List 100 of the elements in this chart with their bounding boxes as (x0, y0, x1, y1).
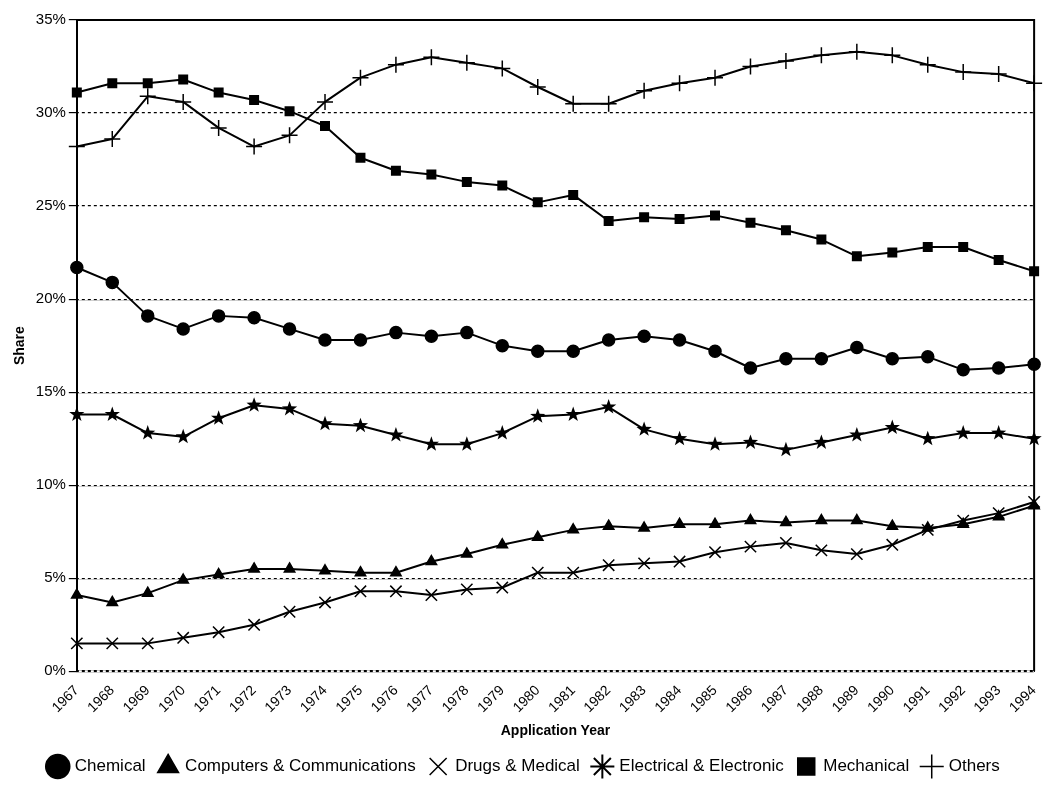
point (354, 584, 367, 598)
point (921, 523, 935, 537)
point (850, 513, 863, 525)
point (778, 441, 794, 457)
point (886, 519, 899, 530)
point (779, 351, 793, 366)
point (567, 523, 580, 534)
point (140, 309, 155, 323)
point (638, 521, 651, 532)
point (673, 517, 686, 529)
y-axis-title: Share (11, 325, 28, 366)
point (849, 426, 865, 442)
point (138, 87, 157, 106)
point (639, 212, 650, 223)
point (426, 169, 437, 180)
point (815, 513, 828, 525)
point (461, 176, 472, 187)
point (741, 57, 760, 76)
point (142, 78, 153, 89)
point (425, 554, 438, 566)
point (816, 234, 827, 245)
legend-label: Electrical & Electronic (619, 756, 785, 776)
point (991, 425, 1007, 440)
point (601, 333, 616, 347)
point (70, 260, 84, 275)
point (245, 137, 263, 156)
point (1027, 357, 1041, 372)
point (779, 536, 793, 550)
point (493, 59, 512, 78)
y-tick-label: 0% (44, 661, 66, 679)
point (352, 417, 369, 433)
point (885, 538, 899, 552)
point (601, 399, 617, 414)
point (459, 436, 475, 451)
point (850, 547, 864, 561)
point (212, 625, 226, 639)
point (320, 121, 330, 132)
point (283, 605, 296, 619)
point (280, 126, 299, 145)
point (246, 397, 262, 412)
point (635, 81, 653, 100)
point (71, 87, 82, 98)
point (351, 68, 370, 87)
point (814, 543, 828, 557)
point (389, 584, 403, 598)
point (566, 344, 580, 358)
point (494, 425, 510, 440)
point (141, 636, 155, 650)
point (389, 325, 403, 340)
point (851, 251, 862, 262)
legend-label: Mechanical (823, 756, 910, 776)
point (920, 430, 936, 446)
point (599, 94, 618, 113)
point (921, 350, 935, 364)
point (956, 363, 970, 377)
point (316, 93, 334, 111)
point (318, 333, 332, 347)
point (708, 545, 722, 559)
point (282, 322, 297, 336)
point (388, 426, 404, 442)
point (105, 636, 119, 650)
point (354, 565, 367, 577)
point (568, 189, 579, 200)
point (104, 406, 120, 421)
point (813, 434, 829, 449)
point (248, 562, 261, 573)
point (140, 425, 156, 440)
point (744, 513, 757, 525)
legend-label: Others (948, 756, 1000, 776)
point (247, 618, 261, 632)
point (708, 344, 722, 358)
point (497, 180, 508, 191)
point (460, 325, 474, 340)
point (884, 419, 900, 434)
point (176, 322, 190, 336)
point (319, 564, 331, 575)
point (602, 519, 615, 530)
point (424, 588, 438, 602)
point (636, 421, 652, 436)
point (743, 361, 758, 375)
point (176, 631, 190, 645)
point (993, 255, 1004, 266)
point (744, 540, 757, 554)
point (922, 242, 933, 253)
point (424, 329, 439, 344)
point (706, 68, 724, 87)
point (209, 119, 228, 137)
point (212, 567, 225, 579)
point (958, 242, 969, 253)
y-tick-label: 30% (35, 103, 66, 121)
point (106, 595, 119, 607)
legend-label: Computers & Communications (185, 756, 416, 776)
point (707, 436, 723, 451)
point (495, 581, 509, 594)
point (530, 408, 546, 423)
point (211, 309, 226, 323)
point (812, 46, 831, 65)
point (389, 565, 402, 577)
y-tick-label: 15% (35, 382, 66, 400)
point (530, 344, 545, 358)
